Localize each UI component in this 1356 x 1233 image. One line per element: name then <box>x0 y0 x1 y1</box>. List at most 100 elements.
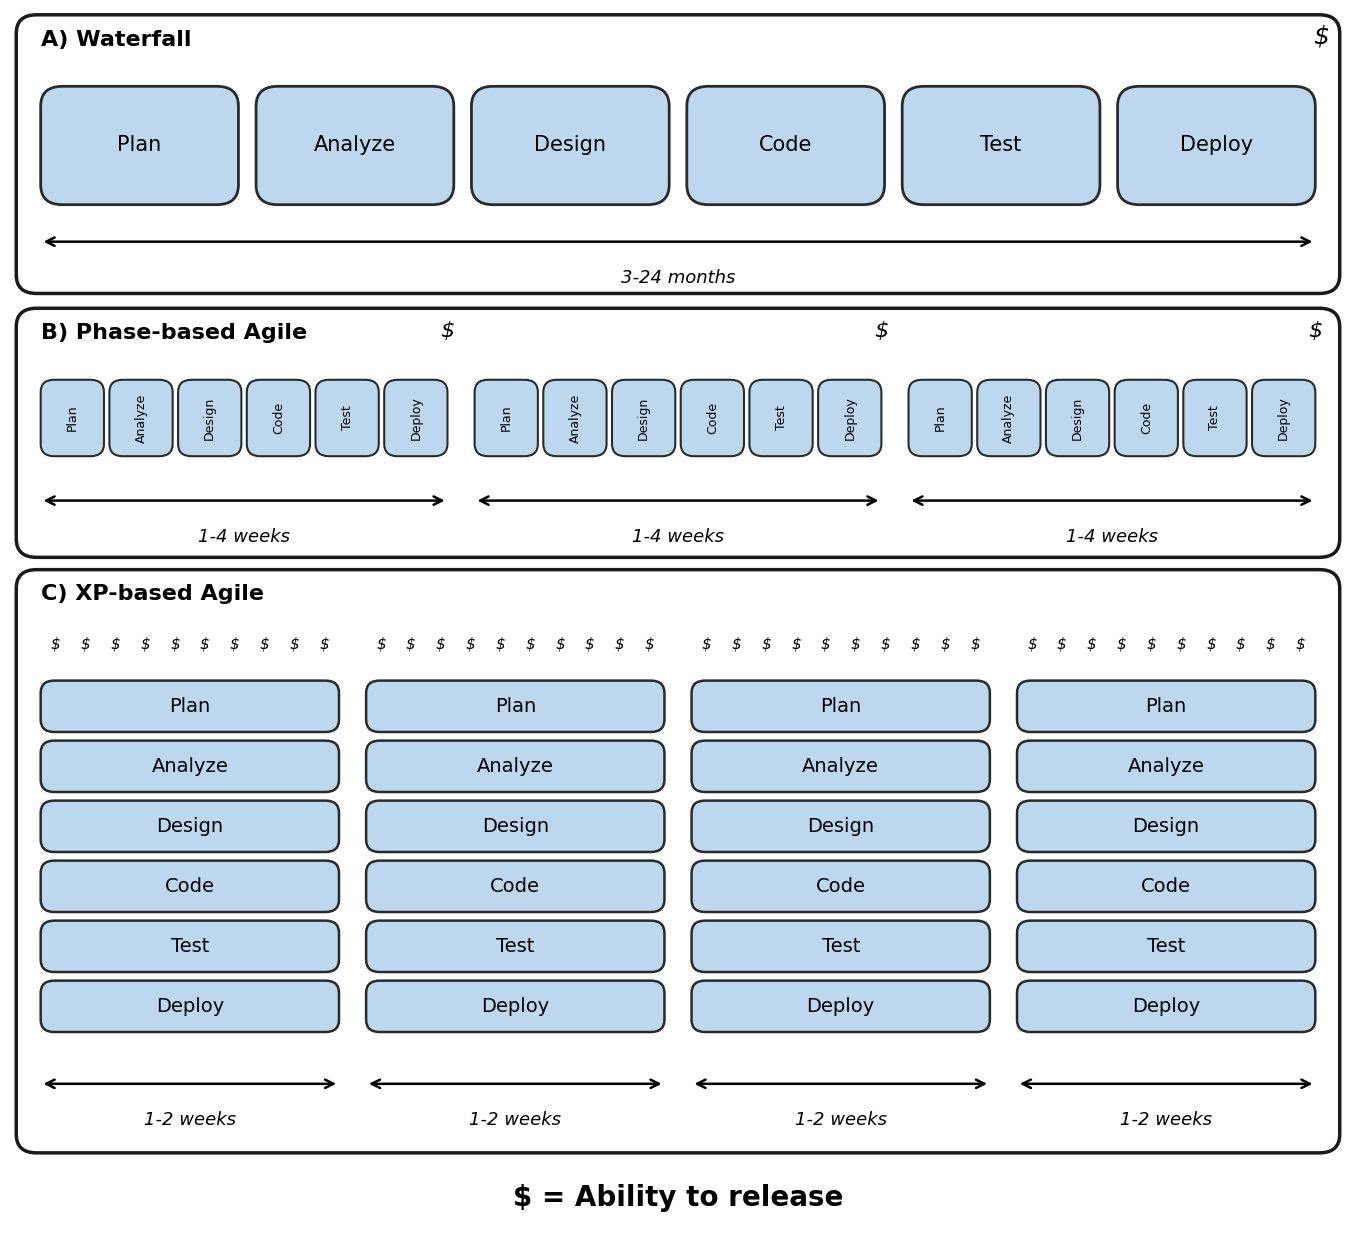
Text: Design: Design <box>534 136 606 155</box>
Text: 3-24 months: 3-24 months <box>621 269 735 287</box>
Text: $: $ <box>80 636 91 651</box>
Text: $: $ <box>50 636 61 651</box>
FancyBboxPatch shape <box>366 741 664 792</box>
FancyBboxPatch shape <box>909 380 972 456</box>
Text: Deploy: Deploy <box>1132 996 1200 1016</box>
Text: Test: Test <box>774 406 788 430</box>
Text: $: $ <box>441 321 454 340</box>
FancyBboxPatch shape <box>475 380 538 456</box>
FancyBboxPatch shape <box>256 86 454 205</box>
Text: Deploy: Deploy <box>1277 396 1290 440</box>
Text: Plan: Plan <box>118 136 161 155</box>
FancyBboxPatch shape <box>692 980 990 1032</box>
FancyBboxPatch shape <box>1017 681 1315 732</box>
Text: Deploy: Deploy <box>410 396 422 440</box>
FancyBboxPatch shape <box>692 681 990 732</box>
Text: Test: Test <box>496 937 534 956</box>
Text: $: $ <box>850 636 861 651</box>
Text: $: $ <box>495 636 506 651</box>
Text: $: $ <box>910 636 921 651</box>
FancyBboxPatch shape <box>366 681 664 732</box>
Text: $: $ <box>435 636 446 651</box>
FancyBboxPatch shape <box>902 86 1100 205</box>
Text: Plan: Plan <box>495 697 536 716</box>
Text: $: $ <box>644 636 655 651</box>
Text: $: $ <box>761 636 772 651</box>
Text: $: $ <box>1176 636 1186 651</box>
Text: $: $ <box>970 636 980 651</box>
Text: $: $ <box>229 636 240 651</box>
Text: 1-4 weeks: 1-4 weeks <box>1066 528 1158 546</box>
FancyBboxPatch shape <box>1184 380 1246 456</box>
Text: $: $ <box>170 636 180 651</box>
Text: $: $ <box>880 636 891 651</box>
Text: Plan: Plan <box>170 697 210 716</box>
FancyBboxPatch shape <box>1017 980 1315 1032</box>
Text: Design: Design <box>203 396 216 440</box>
Text: Test: Test <box>340 406 354 430</box>
Text: $: $ <box>405 636 416 651</box>
Text: B) Phase-based Agile: B) Phase-based Agile <box>41 323 306 343</box>
FancyBboxPatch shape <box>544 380 606 456</box>
Text: $: $ <box>1235 636 1246 651</box>
Text: $: $ <box>791 636 801 651</box>
Text: Deploy: Deploy <box>807 996 875 1016</box>
Text: $: $ <box>614 636 625 651</box>
Text: Analyze: Analyze <box>313 136 396 155</box>
Text: Analyze: Analyze <box>152 757 228 776</box>
Text: Design: Design <box>481 816 549 836</box>
Text: Deploy: Deploy <box>481 996 549 1016</box>
Text: Plan: Plan <box>1146 697 1186 716</box>
Text: Test: Test <box>1147 937 1185 956</box>
FancyBboxPatch shape <box>692 921 990 972</box>
FancyBboxPatch shape <box>247 380 311 456</box>
FancyBboxPatch shape <box>384 380 447 456</box>
Text: Analyze: Analyze <box>803 757 879 776</box>
Text: 1-2 weeks: 1-2 weeks <box>144 1111 236 1129</box>
FancyBboxPatch shape <box>818 380 881 456</box>
Text: $: $ <box>940 636 951 651</box>
FancyBboxPatch shape <box>41 980 339 1032</box>
Text: Deploy: Deploy <box>843 396 856 440</box>
Text: 1-4 weeks: 1-4 weeks <box>198 528 290 546</box>
Text: Code: Code <box>816 877 865 896</box>
Text: Plan: Plan <box>66 404 79 432</box>
Text: Code: Code <box>165 877 214 896</box>
Text: $: $ <box>140 636 151 651</box>
Text: Design: Design <box>156 816 224 836</box>
Text: $: $ <box>731 636 742 651</box>
Text: Design: Design <box>807 816 875 836</box>
FancyBboxPatch shape <box>1017 741 1315 792</box>
FancyBboxPatch shape <box>41 861 339 912</box>
Text: $: $ <box>319 636 330 651</box>
FancyBboxPatch shape <box>41 741 339 792</box>
Text: $: $ <box>376 636 386 651</box>
FancyBboxPatch shape <box>1252 380 1315 456</box>
Text: $: $ <box>1205 636 1216 651</box>
FancyBboxPatch shape <box>692 800 990 852</box>
Text: C) XP-based Agile: C) XP-based Agile <box>41 584 263 604</box>
Text: 1-4 weeks: 1-4 weeks <box>632 528 724 546</box>
Text: $: $ <box>259 636 270 651</box>
Text: $: $ <box>584 636 595 651</box>
Text: $: $ <box>820 636 831 651</box>
Text: 1-2 weeks: 1-2 weeks <box>1120 1111 1212 1129</box>
Text: Design: Design <box>1132 816 1200 836</box>
FancyBboxPatch shape <box>681 380 744 456</box>
Text: $: $ <box>289 636 300 651</box>
FancyBboxPatch shape <box>316 380 378 456</box>
Text: Deploy: Deploy <box>156 996 224 1016</box>
Text: Design: Design <box>1071 396 1083 440</box>
Text: Test: Test <box>1208 406 1222 430</box>
FancyBboxPatch shape <box>110 380 172 456</box>
Text: Code: Code <box>706 402 719 434</box>
Text: Test: Test <box>822 937 860 956</box>
Text: $: $ <box>465 636 476 651</box>
Text: Plan: Plan <box>500 404 513 432</box>
Text: $: $ <box>1056 636 1067 651</box>
FancyBboxPatch shape <box>41 800 339 852</box>
FancyBboxPatch shape <box>978 380 1040 456</box>
FancyBboxPatch shape <box>1045 380 1109 456</box>
FancyBboxPatch shape <box>366 800 664 852</box>
Text: Plan: Plan <box>934 404 946 432</box>
